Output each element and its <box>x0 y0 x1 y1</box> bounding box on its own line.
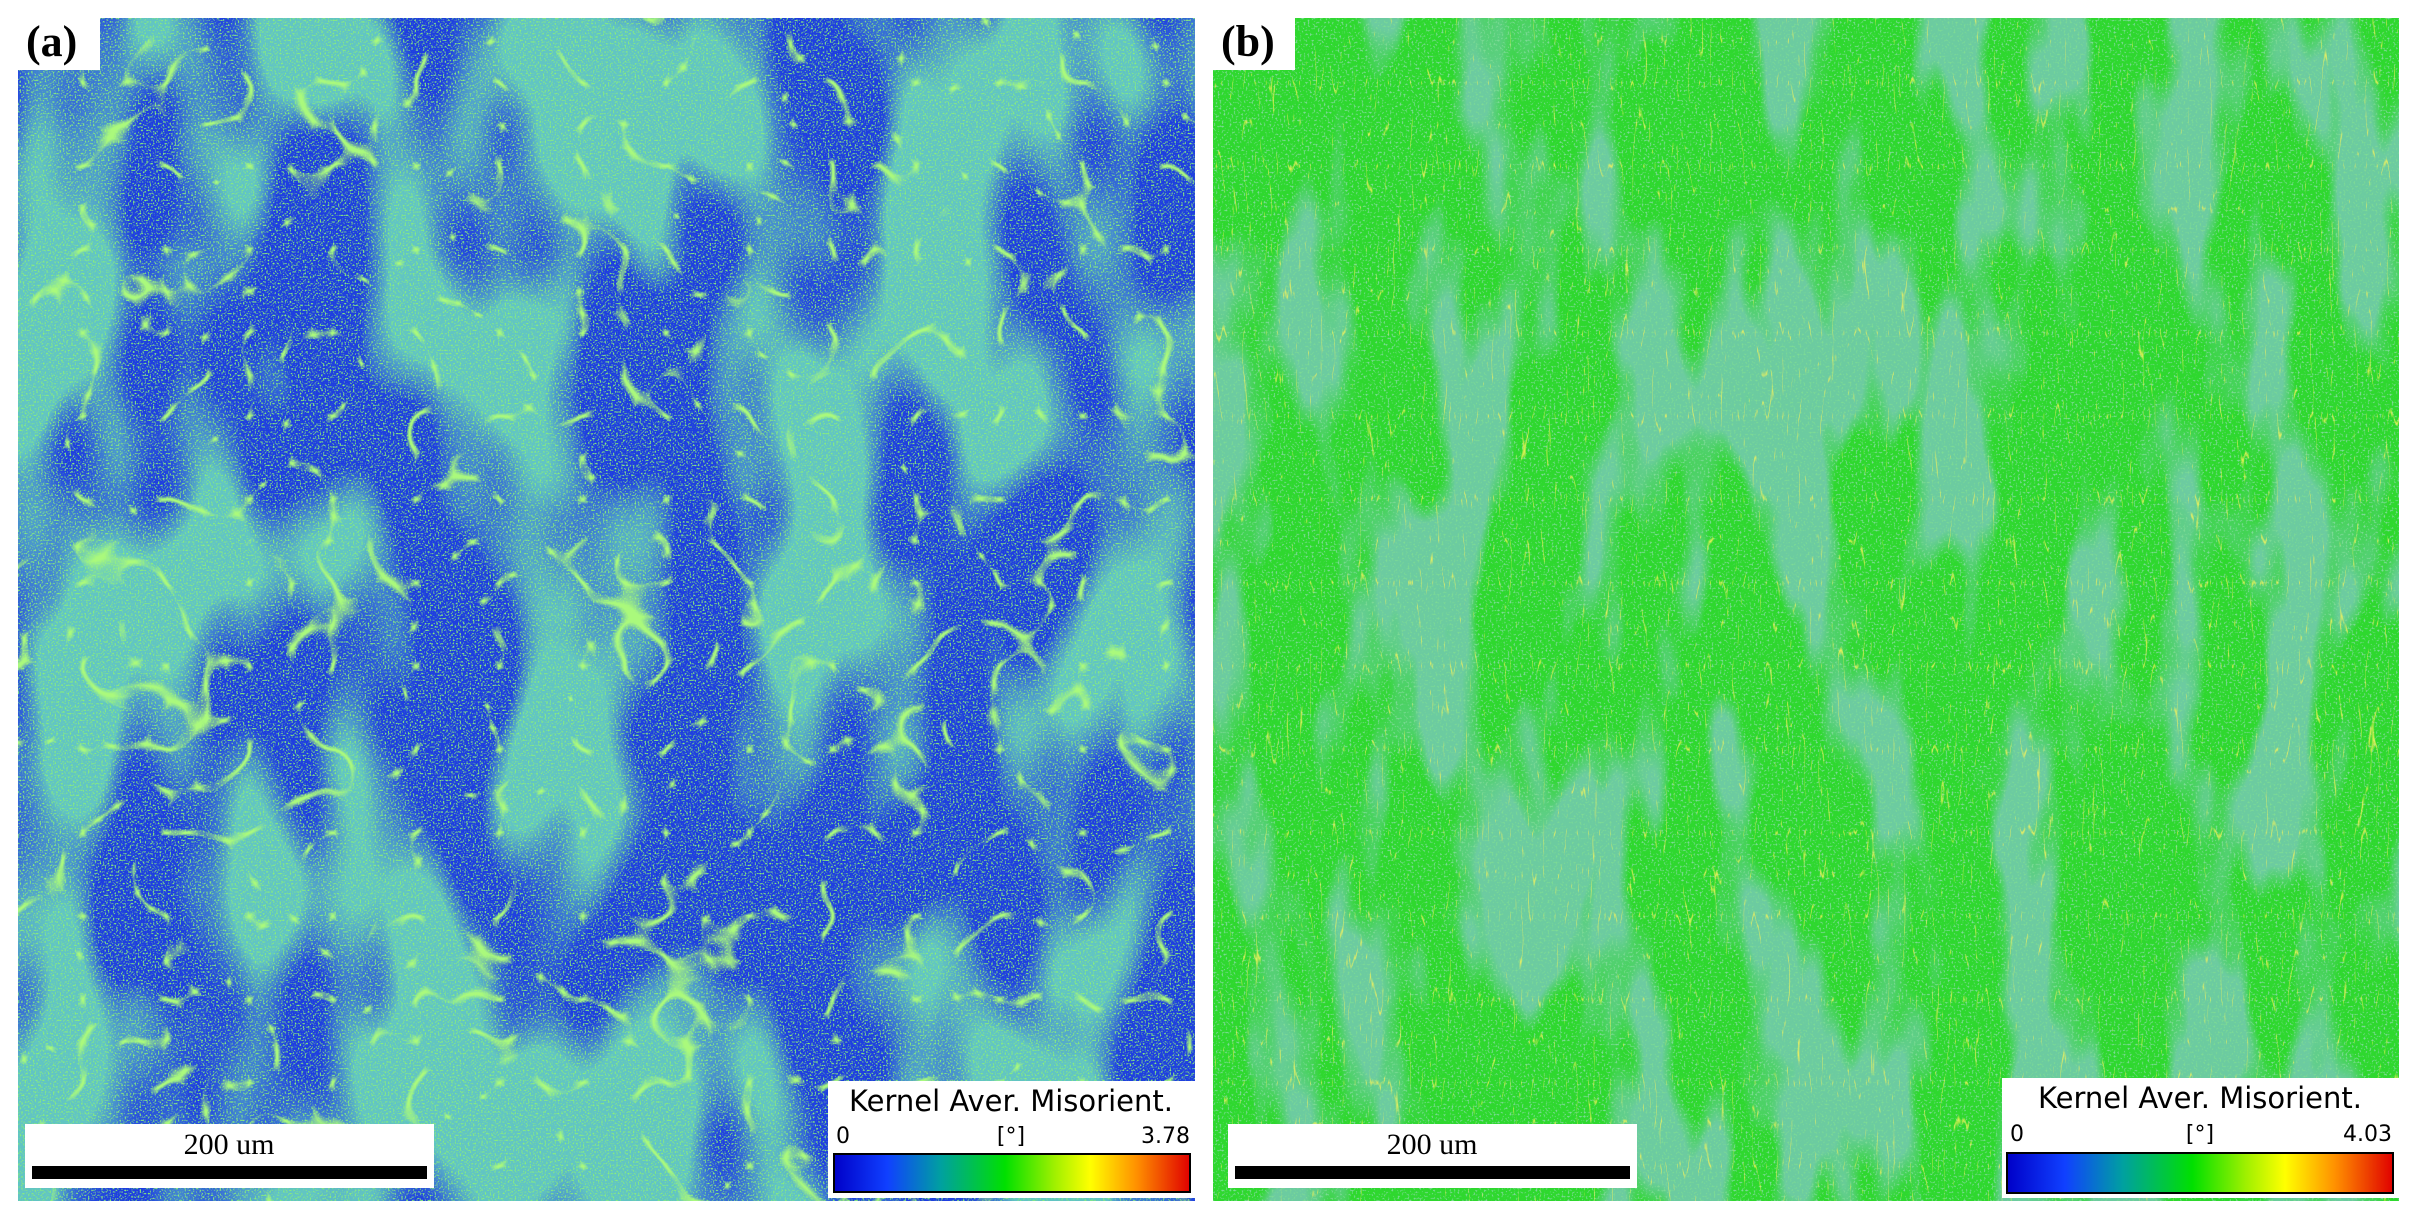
panel-label: (a) <box>26 17 77 66</box>
scale-bar <box>1235 1166 1630 1179</box>
label-box <box>1213 18 1295 70</box>
legend-max: 4.03 <box>2343 1122 2392 1147</box>
colorbar <box>833 1153 1191 1193</box>
panel-label: (b) <box>1221 17 1275 66</box>
legend-unit: [°] <box>997 1124 1025 1149</box>
legend-title: Kernel Aver. Misorient. <box>2038 1081 2362 1115</box>
legend-min: 0 <box>836 1124 850 1149</box>
panel-a: (a) 200 um Kernel Aver. Misorient. 0 [°]… <box>18 17 1195 1201</box>
map-streaks <box>1213 18 2399 1201</box>
label-box <box>18 18 100 70</box>
legend-title: Kernel Aver. Misorient. <box>849 1084 1173 1118</box>
scale-text: 200 um <box>184 1128 275 1161</box>
map-boundaries <box>18 18 1195 1201</box>
colorbar <box>2006 1152 2394 1194</box>
legend-unit: [°] <box>2186 1122 2214 1147</box>
legend-min: 0 <box>2010 1122 2024 1147</box>
scale-bar <box>32 1166 427 1179</box>
scale-text: 200 um <box>1387 1128 1478 1161</box>
panel-b: (b) 200 um Kernel Aver. Misorient. 0 [°]… <box>1213 17 2399 1201</box>
legend-max: 3.78 <box>1141 1124 1190 1149</box>
